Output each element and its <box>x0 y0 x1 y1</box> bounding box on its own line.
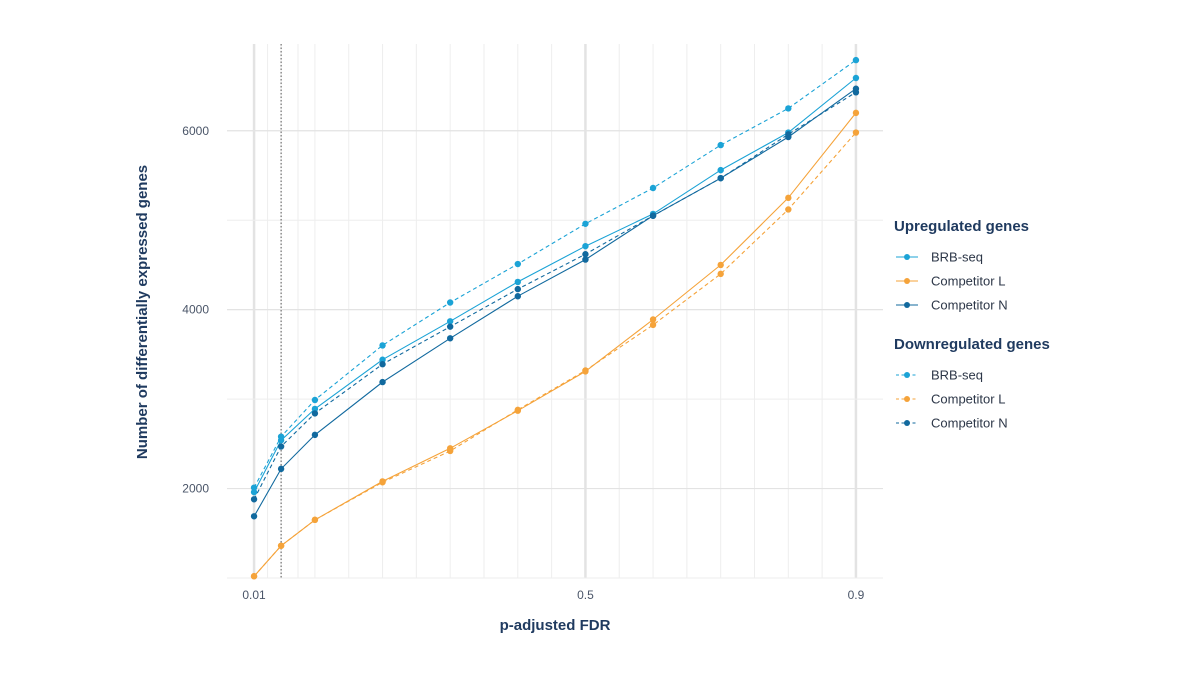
data-point <box>311 516 319 524</box>
series-competitor-l-upregulated <box>250 109 860 580</box>
series-brb-seq-upregulated <box>250 74 860 496</box>
data-point <box>785 194 792 202</box>
legend-item: Competitor N <box>896 416 1008 431</box>
data-point <box>785 206 792 213</box>
data-point <box>379 356 386 363</box>
data-point <box>717 261 724 269</box>
data-point <box>717 174 724 182</box>
data-point <box>379 378 386 386</box>
series-line <box>253 77 857 493</box>
legend-key-point <box>904 302 910 308</box>
series-line <box>253 132 857 577</box>
grid <box>227 44 883 579</box>
data-point <box>717 141 724 149</box>
data-point <box>582 242 589 250</box>
legend-label: Competitor L <box>931 274 1005 289</box>
data-point <box>311 431 319 439</box>
data-point <box>277 542 285 549</box>
data-point <box>250 573 258 580</box>
data-point <box>717 166 724 174</box>
data-point <box>582 251 589 258</box>
data-point <box>514 285 522 293</box>
series-line <box>253 59 857 488</box>
series-competitor-n-upregulated <box>250 85 860 520</box>
legend-key-point <box>904 278 910 284</box>
data-point <box>785 105 792 112</box>
legend-item: Competitor L <box>896 274 1005 289</box>
data-point <box>514 278 522 286</box>
legend-item: Competitor N <box>896 298 1008 313</box>
y-axis-title: Number of differentially expressed genes <box>134 165 151 459</box>
legend-key-point <box>904 254 910 260</box>
data-point <box>277 443 285 450</box>
data-point <box>446 335 454 342</box>
data-point <box>446 318 454 325</box>
data-point <box>852 109 860 117</box>
data-point <box>514 293 522 300</box>
series-group <box>250 56 860 580</box>
data-point <box>379 479 386 486</box>
data-point <box>446 323 454 330</box>
data-point <box>582 220 589 227</box>
data-point <box>446 299 454 306</box>
data-point <box>250 484 258 491</box>
data-point <box>311 396 319 404</box>
data-point <box>277 465 285 473</box>
data-point <box>250 488 258 496</box>
data-point <box>785 131 792 138</box>
data-point <box>514 260 522 268</box>
data-point <box>649 321 657 329</box>
data-point <box>311 410 319 417</box>
y-tick-label: 6000 <box>182 124 209 138</box>
legend: Upregulated genes BRB-seq Competitor L Comp… <box>894 218 1050 431</box>
y-tick-label: 2000 <box>182 482 209 496</box>
series-competitor-n-downregulated <box>250 89 860 503</box>
data-point <box>717 270 724 278</box>
data-point <box>514 406 522 414</box>
data-point <box>250 513 258 520</box>
data-point <box>852 74 860 82</box>
x-tick-label: 0.5 <box>577 588 594 602</box>
legend-key-point <box>904 396 910 402</box>
data-point <box>582 256 589 263</box>
series-line <box>253 112 857 577</box>
legend-item: BRB-seq <box>896 250 983 265</box>
data-point <box>649 212 657 219</box>
y-tick-label: 4000 <box>182 303 209 317</box>
data-point <box>446 447 454 455</box>
legend-label: BRB-seq <box>931 250 983 265</box>
data-point <box>649 316 657 323</box>
series-line <box>253 91 857 500</box>
data-point <box>852 129 860 136</box>
data-point <box>250 496 258 503</box>
legend-label: Competitor N <box>931 416 1008 431</box>
x-tick-label: 0.9 <box>848 588 865 602</box>
data-point <box>852 89 860 96</box>
legend-title: Upregulated genes <box>894 218 1029 235</box>
series-brb-seq-downregulated <box>250 56 860 491</box>
x-tick-label: 0.01 <box>242 588 266 602</box>
legend-label: Competitor N <box>931 298 1008 313</box>
legend-item: BRB-seq <box>896 368 983 383</box>
data-point <box>379 361 386 368</box>
data-point <box>582 367 589 374</box>
legend-key-point <box>904 372 910 378</box>
tick-labels: 0.01 0.5 0.9 2000 4000 6000 <box>182 124 864 602</box>
x-axis-title: p-adjusted FDR <box>500 617 611 634</box>
data-point <box>311 405 319 413</box>
data-point <box>852 56 860 64</box>
legend-title: Downregulated genes <box>894 336 1050 353</box>
series-competitor-l-downregulated <box>250 129 860 580</box>
data-point <box>649 184 657 192</box>
legend-item: Competitor L <box>896 392 1005 407</box>
legend-label: BRB-seq <box>931 368 983 383</box>
legend-label: Competitor L <box>931 392 1005 407</box>
series-line <box>253 88 857 517</box>
data-point <box>379 342 386 349</box>
legend-key-point <box>904 420 910 426</box>
data-point <box>277 433 285 440</box>
